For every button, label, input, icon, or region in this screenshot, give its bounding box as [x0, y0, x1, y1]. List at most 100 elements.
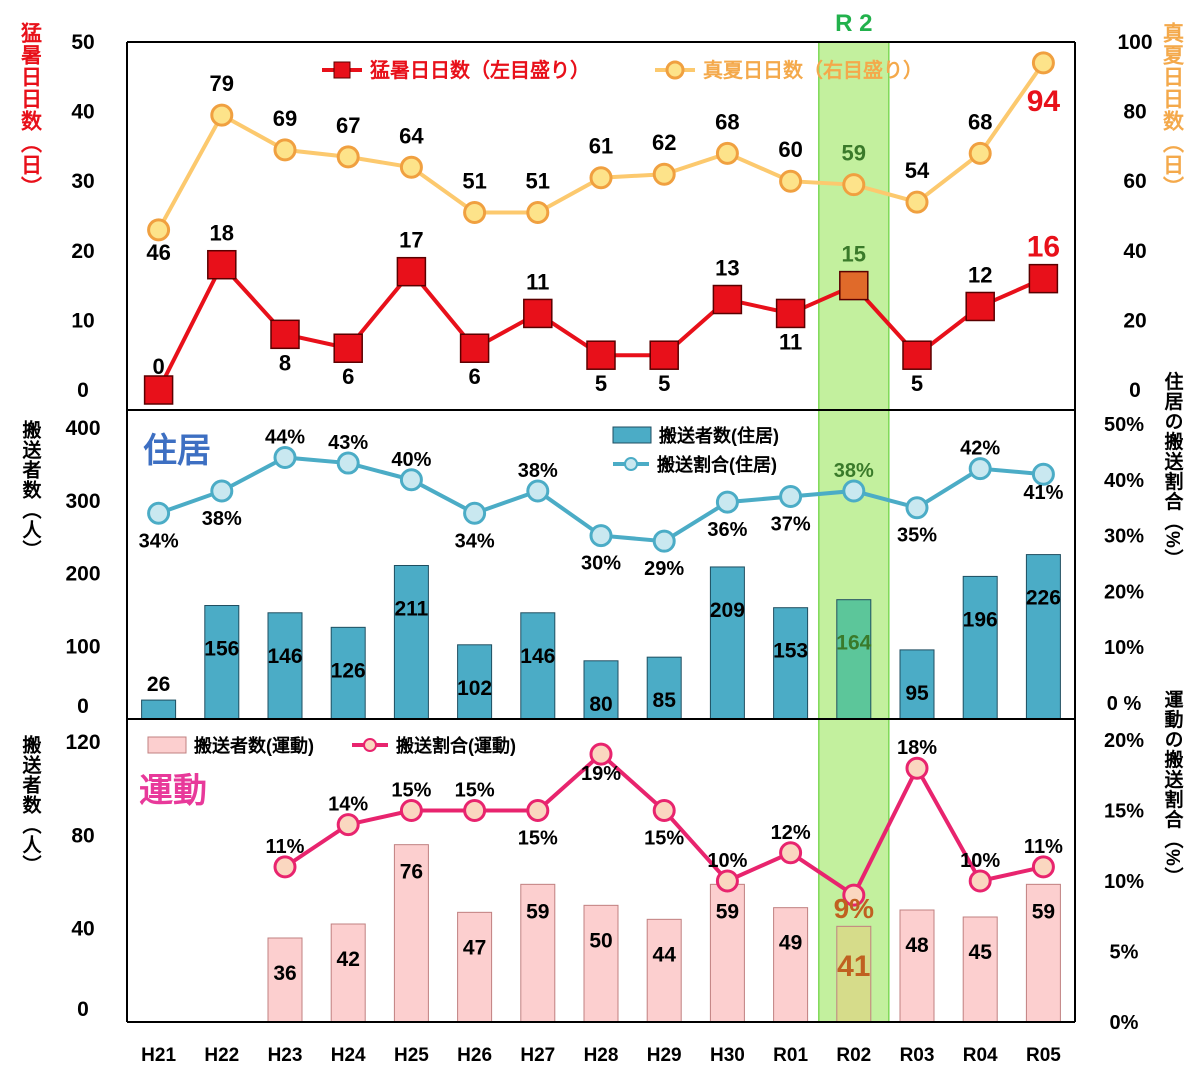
ratio-point	[210, 479, 234, 503]
bar	[393, 844, 429, 1023]
data-point-manatsubi	[399, 155, 423, 179]
data-label-moshobi: 6	[342, 364, 354, 389]
bar	[836, 599, 872, 720]
x-tick-label: H23	[268, 1045, 303, 1066]
bar	[330, 626, 366, 720]
ratio-value-label: 15%	[518, 828, 558, 850]
y-right-tick-label: 100	[1117, 31, 1152, 54]
bar	[899, 909, 935, 1023]
ratio-point	[715, 490, 739, 514]
ratio-point	[968, 457, 992, 481]
panel-label: 住居	[143, 432, 211, 470]
ratio-value-label: 15%	[391, 780, 431, 802]
ratio-point	[589, 742, 613, 766]
y-left-tick-label: 200	[65, 563, 100, 586]
bar-value-label: 59	[526, 900, 549, 923]
ratio-value-label: 38%	[202, 508, 242, 530]
data-label-manatsubi: 94	[1027, 85, 1061, 118]
data-point-manatsubi	[526, 201, 550, 225]
data-label-moshobi: 17	[399, 228, 423, 253]
data-label-moshobi: 11	[779, 329, 802, 354]
data-point-moshobi	[207, 249, 237, 280]
ratio-value-label: 42%	[960, 438, 1000, 460]
data-point-moshobi	[143, 375, 174, 405]
data-label-moshobi: 15	[842, 242, 866, 267]
ratio-point	[336, 813, 360, 837]
data-label-manatsubi: 59	[842, 141, 866, 166]
bar-value-label: 47	[463, 936, 486, 959]
data-point-manatsubi	[463, 201, 487, 225]
y-right-axis-title: 住居の搬送割合（%）	[1162, 370, 1184, 569]
data-point-manatsubi	[336, 145, 360, 169]
y-left-tick-label: 400	[65, 417, 100, 440]
ratio-point	[652, 529, 676, 553]
ratio-point	[779, 485, 803, 509]
bar-value-label: 153	[773, 640, 808, 663]
bar	[141, 699, 177, 720]
data-label-manatsubi: 46	[146, 240, 170, 265]
ratio-point	[715, 869, 739, 893]
data-label-moshobi: 13	[715, 256, 739, 281]
legend-line-label: 搬送割合(住居)	[657, 454, 777, 475]
ratio-value-label: 41%	[1023, 482, 1063, 504]
bar-value-label: 85	[653, 689, 677, 712]
bar	[457, 911, 493, 1023]
ratio-value-label: 44%	[265, 426, 305, 448]
bar-value-label: 50	[589, 929, 612, 952]
legend-bar-swatch	[147, 736, 187, 754]
bar-value-label: 211	[394, 597, 428, 620]
data-label-manatsubi: 51	[526, 169, 550, 194]
y-right-axis-title: 真夏日日数（日）	[1161, 21, 1185, 198]
ratio-point	[463, 799, 487, 822]
legend-line-marker	[363, 738, 377, 752]
y-left-tick-label: 40	[71, 918, 94, 941]
data-label-moshobi: 11	[526, 269, 549, 294]
y-right-tick-label: 0	[1129, 379, 1141, 402]
bar-value-label: 45	[969, 941, 993, 964]
data-point-manatsubi	[842, 173, 866, 197]
bar-value-label: 76	[400, 861, 423, 884]
y-right-tick-label: 20%	[1104, 581, 1144, 603]
bar	[773, 907, 809, 1023]
ratio-value-label: 34%	[455, 530, 495, 552]
ratio-value-label: 38%	[518, 460, 558, 482]
data-label-manatsubi: 69	[273, 106, 297, 131]
x-tick-label: H21	[141, 1045, 176, 1066]
bar-value-label: 41	[837, 950, 870, 983]
data-label-moshobi: 12	[968, 262, 992, 287]
bar	[457, 644, 493, 720]
bar	[204, 605, 240, 720]
x-tick-label: H24	[331, 1045, 366, 1066]
y-left-tick-label: 120	[65, 731, 100, 754]
x-tick-label: R03	[900, 1045, 935, 1066]
y-left-axis-title: 搬送者数（人）	[20, 419, 42, 560]
y-right-axis-title: 運動の搬送割合（%）	[1162, 689, 1184, 887]
x-tick-label: H29	[647, 1045, 682, 1066]
x-tick-label: H27	[520, 1045, 555, 1066]
data-label-moshobi: 18	[210, 221, 234, 246]
bar-value-label: 59	[1032, 900, 1055, 923]
ratio-point	[273, 445, 297, 469]
data-label-manatsubi: 67	[336, 113, 360, 138]
y-left-tick-label: 40	[71, 101, 94, 124]
data-point-moshobi	[1028, 263, 1059, 294]
legend-label-manatsubi: 真夏日日数（右目盛り）	[703, 58, 923, 82]
ratio-value-label: 19%	[581, 763, 621, 785]
ratio-value-label: 29%	[644, 558, 684, 580]
data-label-manatsubi: 51	[462, 169, 486, 194]
ratio-value-label: 10%	[707, 850, 747, 872]
ratio-value-label: 9%	[834, 893, 875, 924]
data-point-moshobi	[270, 319, 300, 350]
bar-value-label: 49	[779, 932, 802, 955]
x-tick-label: H25	[394, 1045, 429, 1066]
data-label-moshobi: 8	[279, 350, 291, 375]
data-point-manatsubi	[273, 138, 297, 162]
y-left-axis-title: 搬送者数（人）	[20, 734, 42, 875]
y-left-tick-label: 300	[65, 490, 100, 513]
x-tick-label: R05	[1026, 1045, 1061, 1066]
ratio-point	[779, 841, 803, 865]
bar	[709, 566, 745, 720]
data-label-moshobi: 6	[468, 364, 480, 389]
bar-value-label: 36	[273, 962, 296, 985]
ratio-point	[652, 799, 676, 822]
